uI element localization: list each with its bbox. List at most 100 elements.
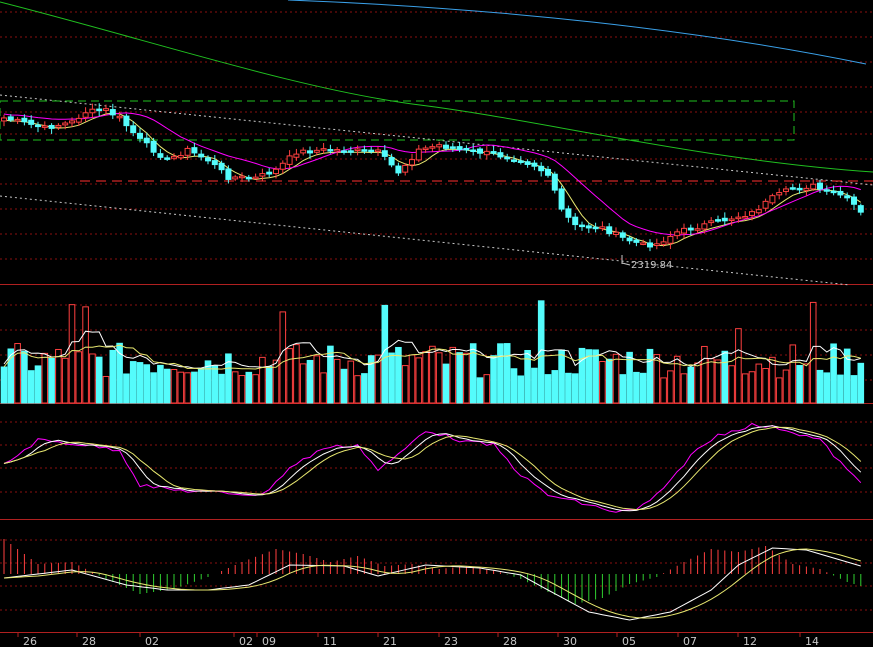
- volume-bar-up: [286, 348, 293, 404]
- volume-bar-up: [680, 373, 688, 404]
- volume-bar-down: [633, 371, 640, 404]
- green-box: [0, 100, 795, 141]
- candle-up: [177, 155, 184, 159]
- candle-down: [823, 189, 830, 192]
- volume-bar-down: [578, 347, 586, 404]
- macd-dea-line: [3, 548, 861, 619]
- x-axis: 26 28 02 02 09 11 21 23 28 30 05 07 12 14: [17, 632, 819, 647]
- x-tick-label: 07: [683, 635, 697, 647]
- volume-bar-up: [238, 375, 246, 404]
- candle-down: [585, 225, 592, 229]
- osc-d-line: [3, 425, 862, 512]
- volume-bar-up: [612, 353, 620, 404]
- price-moving-averages: [0, 0, 873, 247]
- volume-bar-down: [565, 372, 572, 404]
- volume-bar-down: [123, 373, 130, 404]
- volume-bar-down: [639, 372, 647, 404]
- candle-down: [633, 239, 640, 243]
- candle-up: [803, 187, 810, 191]
- candle-down: [327, 149, 334, 152]
- candle-down: [191, 147, 198, 154]
- volume-bar-up: [728, 365, 735, 404]
- volume-bar-up: [735, 328, 742, 404]
- candle-down: [150, 140, 157, 153]
- volume-bar-down: [163, 368, 171, 404]
- volume-bar-up: [741, 373, 749, 404]
- candle-up: [613, 231, 619, 235]
- candle-down: [211, 160, 218, 166]
- candle-up: [184, 147, 191, 156]
- volume-bar-down: [537, 300, 545, 404]
- candle-down: [857, 205, 864, 213]
- volume-bar-up: [660, 377, 667, 404]
- volume-bar-up: [653, 354, 661, 404]
- candle-down: [565, 208, 572, 218]
- oscillator-panel: [0, 421, 873, 520]
- volume-bar-down: [721, 350, 729, 404]
- volume-bar-up: [782, 369, 790, 404]
- candle-up: [436, 144, 443, 148]
- candle-down: [109, 109, 116, 116]
- volume-bar-up: [673, 355, 681, 404]
- volume-bar-up: [667, 370, 674, 404]
- candle-down: [245, 176, 252, 180]
- candle-down: [130, 125, 137, 134]
- candle-down: [524, 161, 531, 165]
- macd-lines: [3, 547, 861, 621]
- volume-bar-down: [497, 343, 504, 404]
- volume-bar-up: [408, 354, 416, 404]
- candle-down: [837, 190, 844, 196]
- low-price-annotation: 2319.84: [621, 255, 672, 271]
- volume-bar-down: [476, 377, 484, 404]
- volume-bar-down: [524, 349, 531, 404]
- candle-down: [368, 149, 375, 153]
- candle-up: [660, 241, 667, 245]
- volume-bar-down: [204, 360, 212, 404]
- candle-down: [497, 152, 504, 158]
- volume-bar-up: [184, 372, 191, 404]
- candle-down: [449, 146, 456, 149]
- volume-bar-up: [449, 346, 457, 404]
- x-tick-label: 12: [743, 635, 757, 647]
- candle-down: [381, 150, 388, 157]
- volume-bar-down: [306, 359, 314, 404]
- candle-down: [137, 132, 143, 139]
- candle-down: [504, 156, 511, 160]
- candle-up: [810, 183, 817, 190]
- candle-up: [769, 195, 776, 204]
- candle-up: [640, 242, 647, 245]
- volume-bar-down: [191, 371, 198, 404]
- volume-bar-up: [259, 356, 266, 404]
- candle-down: [21, 117, 28, 123]
- volume-bar-down: [850, 375, 858, 404]
- candle-down: [341, 150, 347, 153]
- candle-down: [619, 232, 626, 238]
- candle-down: [606, 226, 613, 235]
- volume-bar-up: [374, 354, 382, 404]
- candle-down: [35, 124, 41, 128]
- volume-bar-down: [503, 343, 511, 404]
- candle-down: [572, 216, 579, 226]
- candle-down: [830, 190, 837, 194]
- candle-down: [579, 224, 585, 228]
- candle-up: [674, 231, 681, 237]
- volume-bar-down: [157, 364, 164, 404]
- candle-down: [851, 196, 857, 205]
- candle-up: [55, 124, 62, 128]
- candle-down: [538, 165, 545, 172]
- candle-up: [742, 216, 749, 219]
- volume-bar-up: [299, 363, 307, 404]
- candle-down: [157, 153, 164, 158]
- volume-bar-up: [755, 363, 763, 404]
- volume-bar-down: [48, 357, 55, 404]
- candle-down: [205, 157, 211, 162]
- volume-bar-up: [707, 358, 715, 404]
- volume-bar-up: [401, 365, 409, 404]
- macd-histogram: [3, 539, 862, 604]
- price-grid: [0, 11, 873, 285]
- candle-down: [164, 157, 171, 160]
- candle-down: [456, 146, 463, 151]
- price-candles: [1, 103, 864, 252]
- volume-bar-down: [510, 368, 518, 404]
- candle-up: [422, 147, 429, 151]
